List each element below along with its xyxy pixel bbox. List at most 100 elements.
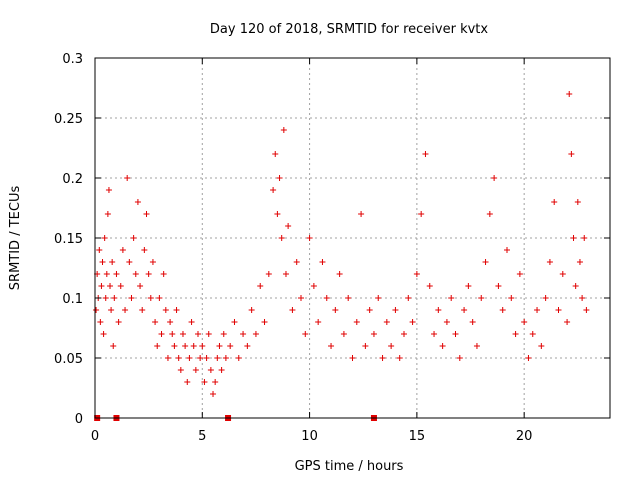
data-point — [443, 319, 450, 325]
data-point — [107, 283, 114, 289]
data-point — [145, 271, 152, 277]
data-point — [235, 355, 242, 361]
data-point — [538, 343, 545, 349]
data-point — [126, 259, 133, 265]
data-point — [104, 211, 111, 217]
data-point — [469, 319, 476, 325]
data-point — [212, 379, 219, 385]
data-point — [147, 295, 154, 301]
data-point — [252, 331, 259, 337]
data-point — [366, 307, 373, 313]
data-point — [546, 259, 553, 265]
y-tick-label: 0.1 — [62, 292, 83, 307]
data-point — [379, 355, 386, 361]
data-point — [315, 319, 322, 325]
data-point — [336, 271, 343, 277]
data-point — [579, 295, 586, 301]
data-point — [495, 283, 502, 289]
data-point — [141, 247, 148, 253]
data-points — [93, 91, 590, 397]
data-point — [227, 343, 234, 349]
data-point — [566, 91, 573, 97]
data-point — [184, 379, 191, 385]
data-point — [115, 319, 122, 325]
data-point — [576, 259, 583, 265]
data-point — [231, 319, 238, 325]
x-tick-label: 10 — [301, 429, 318, 444]
data-point — [328, 343, 335, 349]
data-point — [130, 235, 137, 241]
data-point — [160, 271, 167, 277]
data-point — [188, 319, 195, 325]
data-point — [452, 331, 459, 337]
data-point — [139, 307, 146, 313]
data-point — [409, 319, 416, 325]
data-point — [175, 355, 182, 361]
y-axis-label: SRMTID / TECUs — [8, 186, 23, 291]
data-point — [173, 307, 180, 313]
data-point — [156, 295, 163, 301]
data-point — [405, 295, 412, 301]
data-point — [396, 355, 403, 361]
data-point — [302, 331, 309, 337]
data-point — [435, 307, 442, 313]
data-point — [132, 271, 139, 277]
data-point — [401, 331, 407, 337]
data-point — [340, 331, 347, 337]
data-point — [244, 343, 251, 349]
data-point — [478, 295, 485, 301]
data-point — [207, 367, 214, 373]
data-point — [182, 343, 189, 349]
data-point — [169, 331, 176, 337]
data-point — [109, 259, 116, 265]
data-point — [583, 307, 590, 313]
data-point — [100, 331, 107, 337]
data-point — [248, 307, 255, 313]
data-point — [220, 331, 227, 337]
data-point — [177, 367, 184, 373]
data-point — [375, 295, 382, 301]
data-point — [570, 235, 577, 241]
data-point — [559, 271, 566, 277]
data-point — [117, 283, 124, 289]
y-tick-label: 0 — [75, 412, 83, 427]
data-point — [298, 295, 304, 301]
data-point — [98, 283, 105, 289]
x-tick-label: 20 — [516, 429, 533, 444]
data-point — [431, 331, 438, 337]
data-point — [358, 211, 365, 217]
data-point — [439, 343, 446, 349]
data-point — [581, 235, 588, 241]
data-point — [171, 343, 178, 349]
data-point — [105, 187, 112, 193]
y-tick-label: 0.05 — [54, 352, 83, 367]
data-point — [119, 247, 126, 253]
data-point — [465, 283, 472, 289]
data-point — [499, 307, 506, 313]
data-point — [383, 319, 390, 325]
y-tick-label: 0.25 — [54, 112, 83, 127]
axis-ticks: 0 5 10 15 20 0 0.05 0.1 0.15 0.2 0.25 0.3 — [54, 52, 610, 444]
data-point — [154, 343, 161, 349]
data-point — [179, 331, 186, 337]
data-point — [551, 199, 558, 205]
data-point — [205, 331, 212, 337]
data-point — [353, 319, 360, 325]
data-point — [574, 199, 581, 205]
data-point — [564, 319, 571, 325]
data-point — [349, 355, 356, 361]
data-point — [149, 259, 156, 265]
data-point — [257, 283, 264, 289]
data-point — [534, 307, 541, 313]
data-point — [572, 283, 579, 289]
data-point — [370, 331, 377, 337]
data-point — [418, 211, 425, 217]
data-point — [525, 355, 532, 361]
data-point — [152, 319, 159, 325]
data-point — [102, 295, 109, 301]
y-tick-label: 0.15 — [54, 232, 83, 247]
data-point — [192, 367, 199, 373]
data-point — [285, 223, 292, 229]
